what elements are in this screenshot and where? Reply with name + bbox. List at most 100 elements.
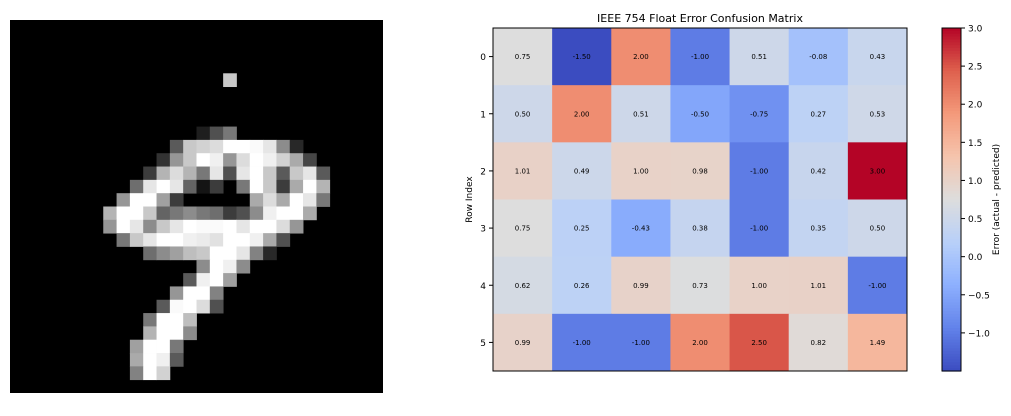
digit-pixel [129, 339, 144, 354]
digit-pixel [223, 206, 237, 221]
colorbar-segment [942, 362, 961, 366]
heatmap-cell-value: 3.00 [870, 167, 886, 175]
digit-pixel [276, 193, 291, 207]
heatmap-cell-value: -1.00 [750, 167, 768, 175]
colorbar-segment [942, 179, 961, 183]
colorbar-segment [942, 350, 961, 355]
heatmap-cell-value: 0.51 [633, 110, 649, 118]
colorbar-segment [942, 279, 961, 283]
digit-pixel [249, 193, 264, 207]
colorbar-segment [942, 79, 961, 83]
digit-pixel [169, 246, 184, 261]
digit-pixel [196, 206, 211, 221]
colorbar-segment [942, 50, 961, 55]
colorbar-segment [942, 285, 961, 289]
colorbar-segment [942, 193, 961, 198]
digit-pixel [316, 179, 331, 194]
colorbar-segment [942, 130, 961, 135]
digit-pixel [276, 219, 291, 234]
digit-pixel [236, 246, 251, 261]
colorbar-segment [942, 182, 961, 186]
colorbar-segment [942, 245, 961, 249]
row-tick-label: 2 [480, 167, 486, 177]
digit-pixel [263, 139, 277, 154]
colorbar-segment [942, 265, 961, 269]
colorbar-tick-label: 1.5 [968, 139, 982, 149]
colorbar-segment [942, 345, 961, 349]
colorbar-segment [942, 162, 961, 166]
colorbar-segment [942, 228, 961, 232]
heatmap-cell [788, 199, 849, 258]
heatmap-cell [847, 85, 908, 143]
digit-pixel [276, 139, 291, 154]
digit-pixel [156, 166, 171, 181]
heatmap-cell [729, 85, 790, 143]
colorbar-segment [942, 328, 961, 332]
heatmap-cell-value: 0.35 [810, 225, 826, 233]
digit-pixel [196, 179, 211, 194]
digit-pixel [143, 313, 157, 327]
colorbar-tick-label: −1.0 [968, 329, 990, 339]
digit-pixel [156, 339, 171, 354]
heatmap-cell-value: -1.00 [632, 339, 650, 347]
heatmap-cell-value: 0.73 [692, 282, 708, 290]
digit-pixel [263, 246, 277, 261]
colorbar-segment [942, 125, 961, 129]
row-tick-label: 5 [480, 339, 486, 349]
digit-pixel [289, 166, 304, 181]
colorbar-segment [942, 230, 961, 235]
heatmap-cell-value: 0.53 [870, 110, 886, 118]
digit-pixel [276, 166, 291, 181]
colorbar-segment [942, 82, 961, 86]
digit-pixel [129, 193, 144, 207]
digit-pixel [209, 153, 224, 167]
heatmap-cell [493, 142, 553, 200]
colorbar-segment [942, 136, 961, 141]
heatmap-cell-value: 2.00 [692, 339, 708, 347]
digit-pixel [209, 219, 224, 234]
digit-pixel [143, 366, 157, 381]
heatmap-cell [729, 28, 790, 86]
colorbar-segment [942, 276, 961, 281]
heatmap-cell [552, 256, 612, 315]
colorbar-segment [942, 313, 961, 318]
colorbar-segment [942, 173, 961, 178]
colorbar-segment [942, 110, 961, 115]
digit-pixel [196, 246, 211, 261]
digit-pixel [129, 179, 144, 194]
digit-pixel [196, 153, 211, 167]
colorbar-tick-label: 3.0 [968, 25, 983, 35]
colorbar-segment [942, 293, 961, 298]
digit-pixel [223, 259, 237, 274]
heatmap-cell-value: 0.75 [515, 53, 531, 61]
colorbar-label: Error (actual - predicted) [992, 144, 1002, 255]
digit-pixel [156, 206, 171, 221]
colorbar-segment [942, 205, 961, 209]
colorbar-segment [942, 336, 961, 341]
digit-pixel [129, 219, 144, 234]
heatmap-cell-value: 0.27 [810, 110, 826, 118]
digit-pixel [209, 246, 224, 261]
colorbar-segment [942, 365, 961, 369]
digit-pixel [169, 299, 184, 314]
colorbar-segment [942, 299, 961, 303]
colorbar-tick-label: 1.0 [968, 177, 983, 187]
colorbar-segment [942, 342, 961, 346]
digit-pixel [236, 166, 251, 181]
digit-pixel [289, 206, 304, 221]
colorbar-segment [942, 339, 961, 344]
digit-pixel [143, 206, 157, 221]
digit-pixel [129, 353, 144, 367]
colorbar-segment [942, 53, 961, 58]
colorbar-segment [942, 113, 961, 118]
digit-pixel [249, 166, 264, 181]
colorbar-segment [942, 305, 961, 309]
colorbar-segment [942, 96, 961, 101]
digit-pixel [169, 233, 184, 247]
heatmap-cell [552, 85, 612, 143]
colorbar-tick-label: 2.0 [968, 101, 983, 111]
colorbar-segment [942, 148, 961, 152]
digit-pixel [223, 246, 237, 261]
heatmap-cell [552, 313, 612, 372]
